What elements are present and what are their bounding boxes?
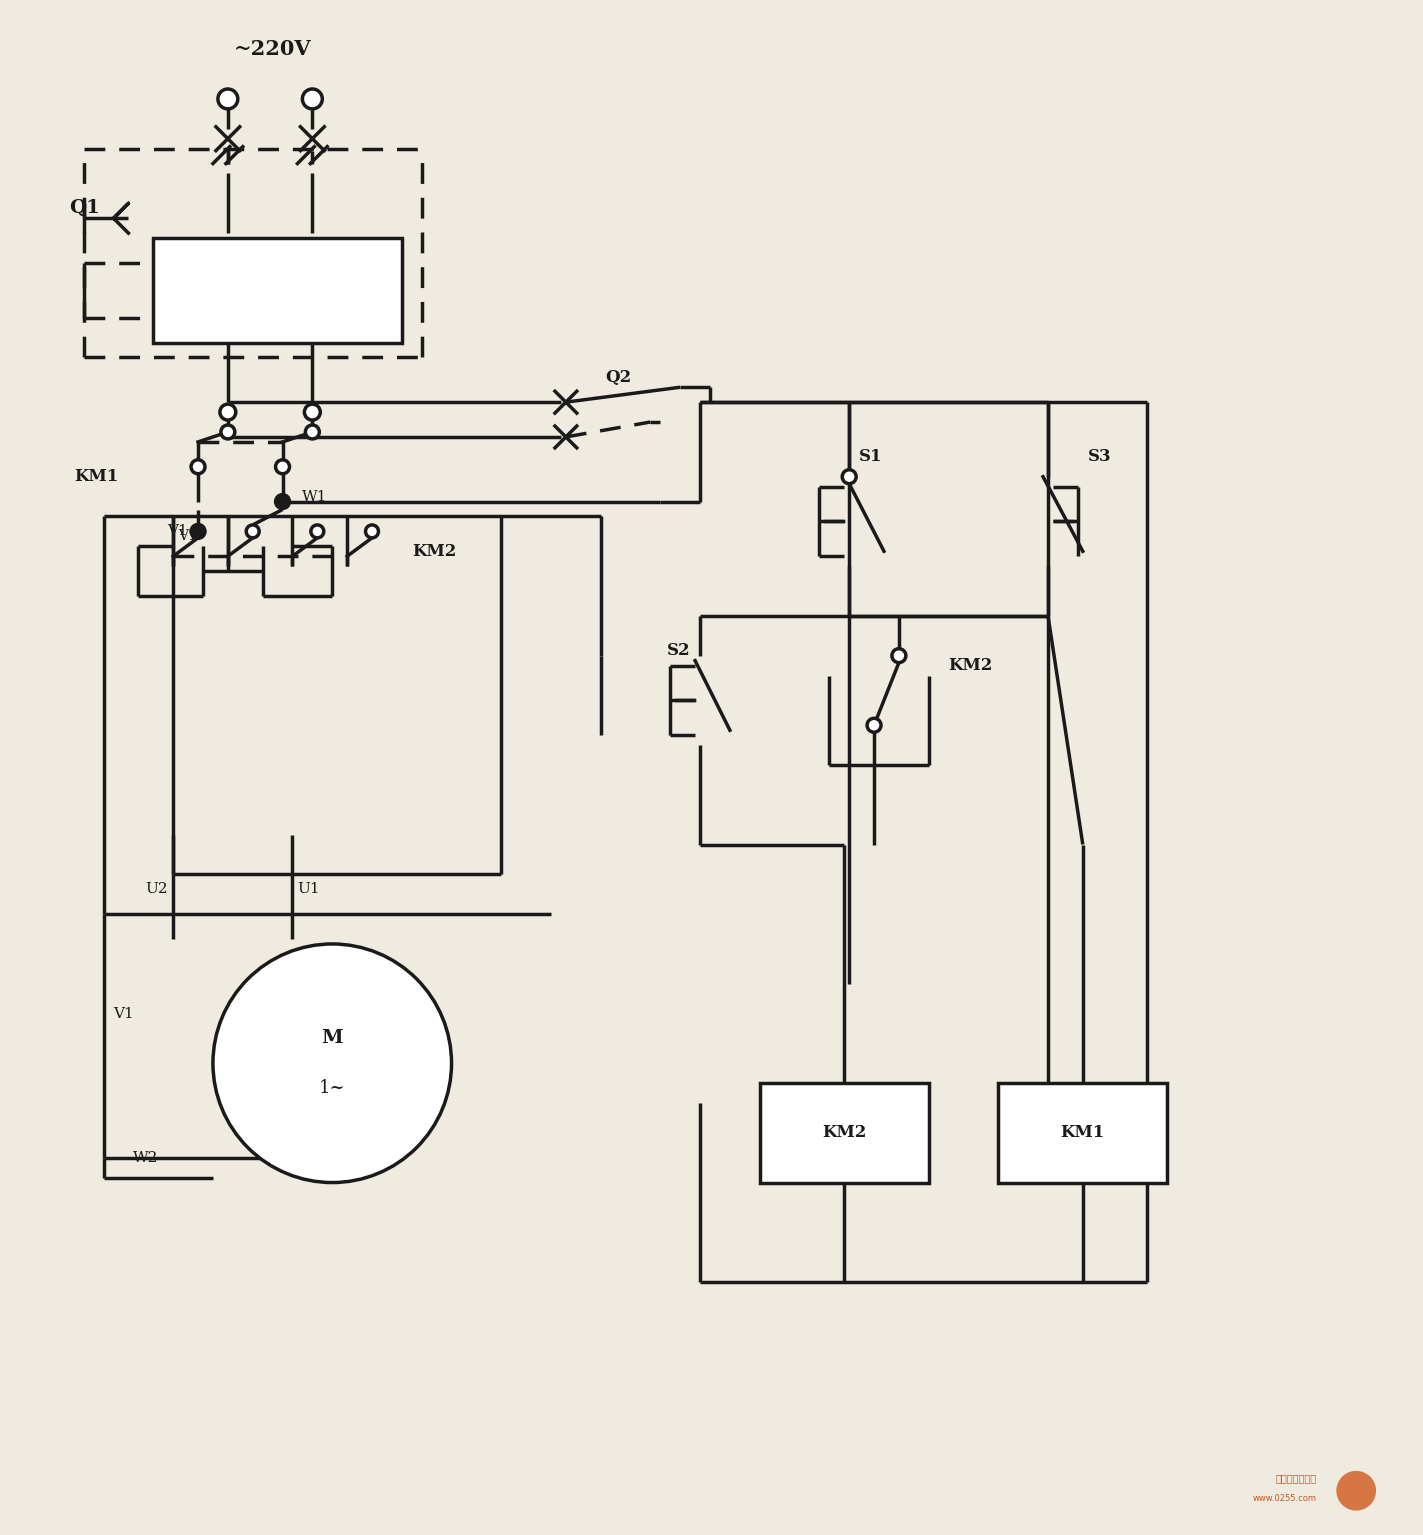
Circle shape xyxy=(310,525,324,537)
Text: www.0255.com: www.0255.com xyxy=(1252,1494,1316,1503)
Circle shape xyxy=(191,460,205,474)
Text: S2: S2 xyxy=(666,642,690,659)
Text: 维库电子市场网: 维库电子市场网 xyxy=(1275,1472,1316,1483)
Circle shape xyxy=(221,404,236,421)
Text: V1: V1 xyxy=(178,530,196,543)
Circle shape xyxy=(246,525,259,537)
Text: M: M xyxy=(322,1030,343,1047)
Text: U2: U2 xyxy=(145,883,168,896)
Text: KM1: KM1 xyxy=(74,468,118,485)
Circle shape xyxy=(867,718,881,732)
Text: ~220V: ~220V xyxy=(233,40,312,60)
Text: KM2: KM2 xyxy=(949,657,993,674)
Circle shape xyxy=(1336,1471,1376,1510)
Circle shape xyxy=(305,404,320,421)
Circle shape xyxy=(192,525,205,537)
Text: Q2: Q2 xyxy=(606,368,632,385)
Circle shape xyxy=(366,525,379,537)
Text: W1: W1 xyxy=(303,490,327,503)
Circle shape xyxy=(213,944,451,1182)
Text: V1: V1 xyxy=(114,1007,134,1021)
Text: 1~: 1~ xyxy=(319,1079,346,1098)
Text: W2: W2 xyxy=(134,1151,159,1165)
Text: Q1: Q1 xyxy=(68,200,100,218)
Text: KM2: KM2 xyxy=(822,1124,867,1142)
Text: KM1: KM1 xyxy=(1060,1124,1104,1142)
Circle shape xyxy=(842,470,857,484)
Bar xyxy=(999,1084,1167,1182)
Bar xyxy=(154,238,401,342)
Circle shape xyxy=(275,494,290,510)
Circle shape xyxy=(221,425,235,439)
Circle shape xyxy=(191,523,206,539)
Circle shape xyxy=(276,460,289,474)
Text: S3: S3 xyxy=(1087,448,1111,465)
Bar xyxy=(760,1084,929,1182)
Text: KM2: KM2 xyxy=(411,543,457,560)
Circle shape xyxy=(303,89,322,109)
Circle shape xyxy=(892,649,906,663)
Circle shape xyxy=(218,89,238,109)
Text: U1: U1 xyxy=(297,883,320,896)
Text: S1: S1 xyxy=(859,448,882,465)
Text: V1: V1 xyxy=(168,525,188,539)
Circle shape xyxy=(306,425,319,439)
